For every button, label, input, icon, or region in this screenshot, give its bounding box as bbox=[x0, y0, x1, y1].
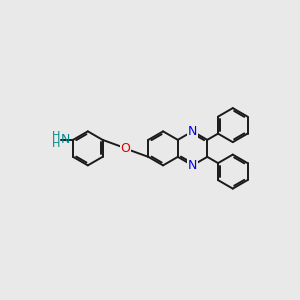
Text: O: O bbox=[121, 142, 130, 155]
Text: H: H bbox=[52, 140, 61, 149]
Text: N: N bbox=[188, 125, 197, 138]
Text: H: H bbox=[52, 131, 61, 141]
Text: N: N bbox=[188, 159, 197, 172]
Text: N: N bbox=[61, 134, 70, 146]
